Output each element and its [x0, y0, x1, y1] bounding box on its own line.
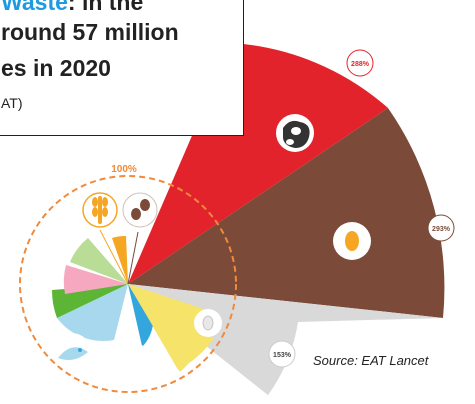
callout-box: Waste: in the round 57 million es in 202… — [0, 0, 244, 136]
leader-line — [99, 229, 129, 285]
cow-icon — [276, 114, 314, 152]
grain-icon — [82, 192, 118, 228]
blue-wedge — [128, 284, 154, 346]
egg-wedge — [128, 108, 445, 318]
light-blue-wedge — [57, 284, 128, 342]
callout-highlight: Waste — [1, 0, 68, 15]
yellow-wedge — [128, 284, 213, 372]
legume-icon — [122, 192, 158, 228]
reference-circle — [19, 175, 237, 393]
callout-line3: es in 2020 — [1, 55, 111, 81]
leader-line — [127, 231, 139, 285]
callout-line1-rest: : in the — [67, 0, 144, 15]
reference-circle-label: 100% — [111, 164, 137, 175]
callout-line2: round 57 million — [1, 19, 179, 45]
light-green-wedge — [70, 238, 128, 284]
blue-mid-wedge — [128, 284, 148, 346]
badge-153: 153% — [268, 340, 296, 368]
source-caption: Source: EAT Lancet — [313, 353, 429, 368]
label-293: 293% — [432, 226, 451, 233]
poultry-icon — [194, 309, 222, 337]
label-153: 153% — [273, 352, 292, 359]
red-meat-wedge — [128, 43, 388, 284]
badge-288: 288% — [346, 49, 374, 77]
grain-wedge — [112, 235, 128, 284]
pink-wedge — [63, 265, 129, 294]
badge-293: 293% — [427, 214, 455, 242]
fish-icon — [53, 333, 91, 371]
callout-line1: Waste: in the — [1, 0, 143, 16]
callout-line4: AT) — [1, 95, 23, 111]
label-288: 288% — [351, 61, 370, 68]
egg-icon — [333, 222, 371, 260]
